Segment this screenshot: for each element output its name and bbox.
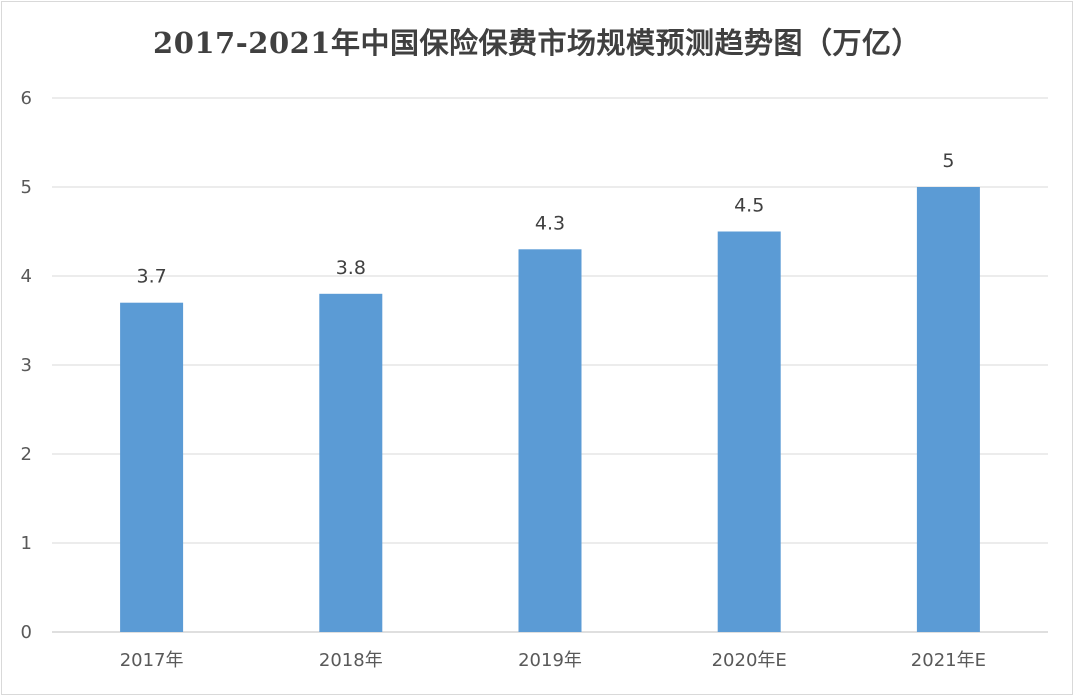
x-tick-label: 2020年E (712, 650, 787, 671)
data-label: 3.7 (136, 266, 166, 288)
y-tick-label: 4 (21, 266, 32, 287)
bar (717, 231, 781, 632)
y-tick-label: 3 (21, 355, 32, 376)
y-tick-label: 0 (21, 622, 32, 643)
data-label: 3.8 (336, 257, 366, 279)
bar (319, 293, 383, 632)
x-tick-label: 2018年 (319, 650, 383, 671)
chart-title: 2017-2021年中国保险保费市场规模预测趋势图（万亿） (153, 26, 921, 60)
x-tick-label: 2017年 (120, 650, 184, 671)
y-tick-label: 1 (21, 533, 32, 554)
bar (916, 187, 980, 632)
data-label: 4.3 (535, 212, 565, 234)
bar (518, 249, 582, 633)
x-tick-label: 2021年E (911, 650, 986, 671)
bar (120, 302, 184, 632)
data-label: 4.5 (734, 195, 764, 217)
x-tick-label: 2019年 (518, 650, 582, 671)
data-label: 5 (942, 150, 954, 172)
y-tick-label: 6 (21, 88, 32, 109)
y-tick-label: 2 (21, 444, 32, 465)
y-tick-label: 5 (21, 177, 32, 198)
